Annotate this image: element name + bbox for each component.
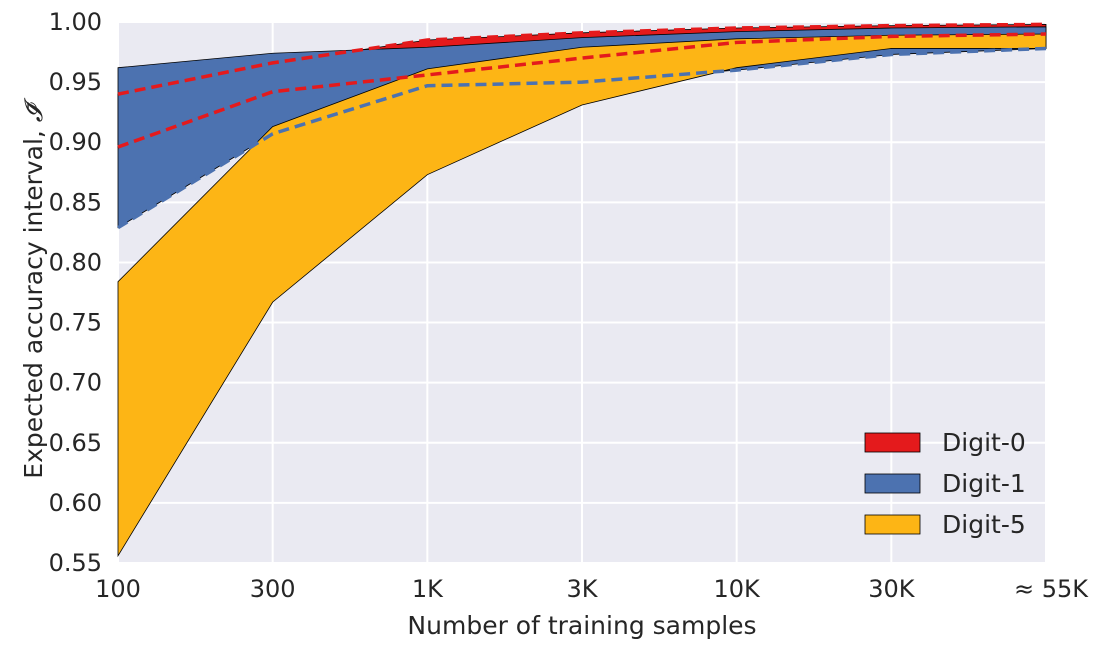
y-tick-labels: 0.55 0.60 0.65 0.70 0.75 0.80 0.85 0.90 0.95 1.00 (49, 8, 102, 577)
y-tick-label: 0.80 (49, 248, 102, 276)
x-tick-label: 3K (566, 575, 598, 603)
legend-swatch-digit-0 (864, 432, 921, 453)
series-dashed-lines (117, 22, 1047, 230)
legend-label-digit-0: Digit-0 (942, 428, 1026, 457)
x-tick-label: 10K (714, 575, 762, 603)
x-axis-label: Number of training samples (407, 611, 756, 640)
y-tick-label: 1.00 (49, 8, 102, 36)
y-tick-label: 0.55 (49, 549, 102, 577)
x-tick-label: 100 (95, 575, 141, 603)
legend-label-digit-1: Digit-1 (942, 469, 1026, 498)
y-tick-label: 0.60 (49, 489, 102, 517)
y-tick-label: 0.85 (49, 188, 102, 216)
dashed-lower-digit-0 (117, 32, 1047, 149)
x-tick-label: ≈ 55K (1014, 575, 1089, 603)
y-axis-label: Expected accuracy interval, 𝓘̄ (19, 97, 48, 479)
y-tick-label: 0.75 (49, 309, 102, 337)
legend: Digit-0 Digit-1 Digit-5 (864, 428, 1026, 539)
y-axis-label-text: Expected accuracy interval, (19, 122, 48, 479)
x-tick-labels: 100 300 1K 3K 10K 30K ≈ 55K (95, 575, 1089, 603)
dashed-lower-digit-1 (117, 46, 1047, 230)
legend-swatch-digit-1 (864, 473, 921, 494)
legend-swatch-digit-5 (864, 514, 921, 535)
y-axis-label-symbol: 𝓘̄ (19, 97, 48, 122)
x-tick-label: 300 (250, 575, 296, 603)
y-tick-label: 0.70 (49, 369, 102, 397)
y-tick-label: 0.65 (49, 429, 102, 457)
y-tick-label: 0.90 (49, 128, 102, 156)
y-tick-label: 0.95 (49, 68, 102, 96)
legend-label-digit-5: Digit-5 (942, 510, 1026, 539)
x-tick-label: 1K (412, 575, 444, 603)
x-tick-label: 30K (868, 575, 916, 603)
dashed-upper-digit-0 (117, 22, 1047, 96)
